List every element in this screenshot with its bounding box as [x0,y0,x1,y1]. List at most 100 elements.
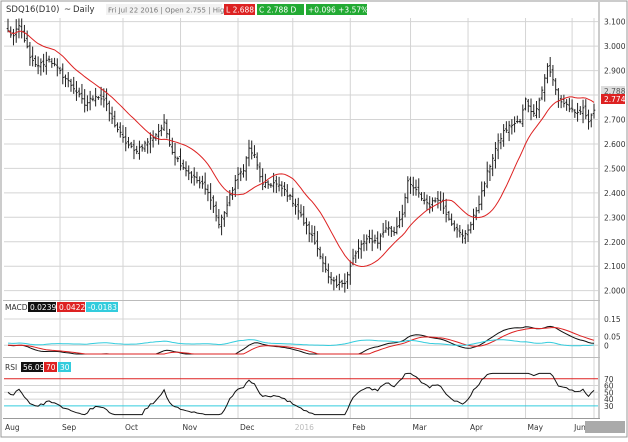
time-tick-label: Oct [125,423,138,432]
ohlc-bar [138,140,141,160]
ohlc-bar [335,275,338,288]
ohlc-bar [149,132,152,154]
ohlc-bar [466,224,470,242]
ohlc-bar [116,122,119,133]
ohlc-bar [64,74,67,88]
ohlc-bar [507,120,511,142]
time-tick-label: Nov [183,423,198,432]
ohlc-bar [354,250,358,264]
ohlc-bar [455,223,459,238]
ohlc-bar [195,171,199,184]
ohlc-bar [483,181,486,197]
ohlc-bar [225,195,229,217]
ohlc-bar [392,226,396,236]
header-symbol: SDQ16(D10) [6,5,59,15]
scroll-handle[interactable] [585,421,625,433]
ohlc-bar [537,97,541,119]
ohlc-bar [118,122,122,138]
chart-header: SDQ16(D10) ~ Daily Fri Jul 22 2016 | Ope… [6,4,368,15]
ohlc-bar [359,240,363,259]
ohlc-bar [510,119,514,135]
ohlc-bar [113,110,117,128]
header-tilde: ~ [64,5,71,15]
ohlc-bar [425,194,429,210]
price-tick-label: 2.100 [604,262,626,271]
ohlc-bar [242,164,245,178]
ohlc-bar [491,153,494,177]
ohlc-bar [532,104,536,117]
ohlc-bar [411,176,415,196]
ohlc-bar [447,210,451,221]
ohlc-bar [409,176,412,194]
ohlc-bar [102,88,106,108]
ohlc-bar [239,167,243,182]
ohlc-bar [472,208,475,230]
ohlc-bar [231,187,234,200]
header-close: C 2.788 D [259,6,296,15]
ohlc-bar [50,58,54,68]
ohlc-bar [543,74,547,102]
price-tick-label: 3.100 [604,18,626,27]
ohlc-bar [94,87,97,107]
rsi-oversold-box [58,362,71,372]
ohlc-bar [469,221,473,234]
ohlc-bar [203,172,207,195]
macd-panel-divider [3,300,600,301]
ohlc-bar [307,221,311,243]
price-axis: 3.1003.0002.9002.8002.7002.6002.5002.400… [598,2,626,418]
ohlc-bar [288,193,292,201]
ohlc-bar [518,118,522,124]
header-info: Fri Jul 22 2016 | Open 2.755 | High 2.86… [108,7,251,15]
price-tick-label: 2.600 [604,140,626,149]
time-tick-label: Sep [62,423,76,432]
ohlc-bar [368,229,371,244]
ohlc-bar [376,231,379,249]
ohlc-bar [348,260,352,285]
ohlc-bar [69,78,73,92]
price-tick-label: 2.900 [604,67,626,76]
price-tick-label: 2.200 [604,238,626,247]
previous-price-marker [601,86,625,96]
time-tick-label: Dec [240,423,255,432]
rsi-tick-label: 40 [604,395,614,404]
ohlc-bar [587,109,590,130]
ohlc-bar [332,276,336,291]
ohlc-bar [313,225,316,245]
ohlc-bar [53,57,56,67]
ohlc-bar [192,167,196,186]
ohlc-bar [414,179,418,196]
ohlc-bar [255,152,259,170]
ohlc-bar [516,115,519,124]
ohlc-bar [157,123,160,145]
header-low: L 2.688 [226,6,254,15]
ohlc-bar [280,181,284,197]
ohlc-bar [173,142,177,166]
ohlc-bar [277,176,281,192]
rsi-tick-label: 70 [604,375,614,384]
ohlc-bar [592,103,596,119]
time-tick-label: Jun [573,423,586,432]
ohlc-bar [321,253,325,273]
ohlc-bar [233,174,237,197]
moving-average-line [7,30,595,268]
ohlc-bar [316,231,319,257]
ohlc-bar [99,86,103,106]
ohlc-bar [151,130,155,148]
ohlc-bar [58,66,62,75]
ohlc-bar [25,30,29,49]
time-tick-label: Mar [413,423,428,432]
ohlc-bar [417,178,421,198]
rsi-value-box [21,362,43,372]
signal-value-box [57,302,85,312]
ohlc-bar [450,213,453,226]
time-tick-label: 2016 [295,423,314,432]
header-period: Daily [73,5,95,15]
ohlc-bar [327,263,330,284]
rsi-title: RSI [5,363,17,372]
price-tick-label: 2.500 [604,164,626,173]
ohlc-bar [365,234,369,251]
ohlc-bar [343,273,347,293]
ohlc-bar [236,167,240,190]
ohlc-bar [573,108,577,118]
